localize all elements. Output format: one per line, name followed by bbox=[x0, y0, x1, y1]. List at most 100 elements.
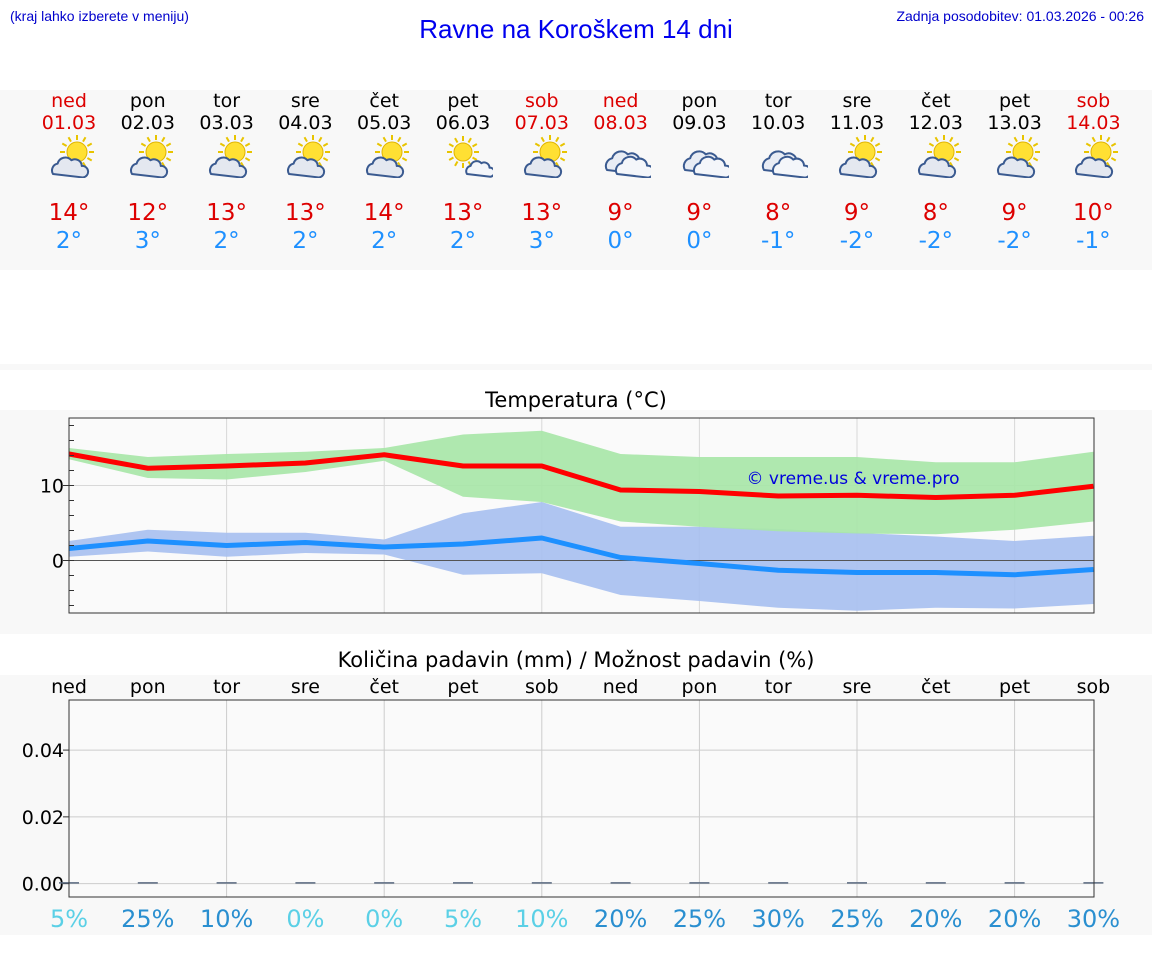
max-temp: 8° bbox=[922, 200, 949, 226]
day-label: pet bbox=[447, 676, 478, 698]
day-date: 09.03 bbox=[672, 112, 727, 134]
day-label: sre bbox=[843, 676, 872, 698]
precip-bar bbox=[216, 882, 237, 884]
day-column: sre 11.03 9° -2° bbox=[817, 90, 897, 270]
max-temp: 13° bbox=[442, 200, 484, 226]
precip-bar bbox=[453, 882, 473, 884]
sun-cloud-icon bbox=[129, 135, 173, 178]
max-temp: 9° bbox=[1001, 200, 1028, 226]
plot-frame bbox=[68, 699, 1095, 898]
day-column: sob 07.03 13° 3° bbox=[502, 90, 582, 270]
day-column: čet 12.03 8° -2° bbox=[896, 90, 976, 270]
rain-chance-label: 25% bbox=[830, 905, 883, 933]
min-temp: 2° bbox=[55, 228, 83, 254]
precip-bar bbox=[689, 882, 710, 884]
day-name: pon bbox=[129, 90, 166, 112]
precip-chart-title: Količina padavin (mm) / Možnost padavin … bbox=[337, 648, 815, 672]
watermark: © vreme.us & vreme.pro bbox=[746, 469, 959, 489]
precip-bar bbox=[847, 882, 867, 884]
temperature-chart: 0 10 © vreme.us & vreme.pro bbox=[40, 417, 1095, 614]
max-temp: 12° bbox=[127, 200, 169, 226]
precip-bar bbox=[925, 882, 946, 884]
max-temp: 13° bbox=[521, 200, 563, 226]
sun-cloud-icon bbox=[51, 135, 94, 178]
y-tick-label: 0.02 bbox=[22, 807, 64, 829]
min-range-band bbox=[69, 502, 1094, 611]
day-date: 14.03 bbox=[1066, 112, 1121, 134]
day-label: ned bbox=[51, 676, 87, 698]
min-temp: 3° bbox=[134, 228, 161, 254]
precip-bar bbox=[1083, 882, 1104, 884]
sun-cloud-icon bbox=[366, 135, 410, 178]
day-date: 01.03 bbox=[41, 112, 97, 134]
day-label: sob bbox=[1077, 676, 1111, 698]
min-temp: -1° bbox=[760, 228, 796, 254]
precip-bar bbox=[137, 882, 158, 884]
min-temp: -2° bbox=[918, 228, 954, 254]
precip-bar bbox=[1004, 882, 1025, 884]
day-column: tor 03.03 13° 2° bbox=[187, 90, 267, 270]
sun-cloud-icon bbox=[1075, 135, 1119, 178]
day-column: ned 08.03 9° 0° bbox=[581, 90, 661, 270]
precip-bar bbox=[295, 882, 316, 884]
cloudy-icon bbox=[762, 150, 809, 178]
precip-bar bbox=[610, 882, 631, 884]
location-menu-hint[interactable]: (kraj lahko izberete v meniju) bbox=[10, 8, 189, 24]
day-label: pon bbox=[130, 676, 166, 698]
day-column: pon 09.03 9° 0° bbox=[659, 90, 739, 270]
max-temp: 14° bbox=[363, 200, 405, 226]
day-column: pon 02.03 12° 3° bbox=[108, 90, 188, 270]
day-label: pet bbox=[999, 676, 1030, 698]
precip-bar bbox=[374, 882, 395, 884]
day-column: pet 06.03 13° 2° bbox=[423, 90, 503, 270]
min-temp: 0° bbox=[607, 228, 634, 254]
divider-band bbox=[0, 364, 1152, 370]
rain-chance-label: 25% bbox=[121, 905, 174, 933]
day-name: pon bbox=[681, 90, 718, 112]
day-date: 05.03 bbox=[356, 112, 412, 134]
y-tick-label: 10 bbox=[40, 476, 64, 498]
day-name: ned bbox=[51, 90, 87, 112]
day-label: čet bbox=[921, 676, 951, 698]
day-date: 06.03 bbox=[435, 112, 491, 134]
page-title: Ravne na Koroškem 14 dni bbox=[419, 14, 733, 44]
day-date: 03.03 bbox=[199, 112, 254, 134]
max-temp: 9° bbox=[843, 200, 871, 226]
sun-cloud-icon bbox=[996, 135, 1040, 178]
max-temp: 13° bbox=[206, 200, 247, 226]
min-temp: -2° bbox=[997, 228, 1032, 254]
day-date: 07.03 bbox=[514, 112, 569, 134]
y-tick-label: 0.04 bbox=[22, 740, 64, 762]
day-column: pet 13.03 9° -2° bbox=[975, 90, 1055, 270]
y-tick-label: 0.00 bbox=[22, 874, 64, 896]
y-tick-label: 0 bbox=[52, 551, 64, 573]
min-temp: 2° bbox=[371, 228, 398, 254]
day-label: pon bbox=[682, 676, 718, 698]
max-temp: 14° bbox=[48, 200, 90, 226]
day-name: sre bbox=[842, 90, 872, 112]
min-temp: -2° bbox=[839, 228, 875, 254]
rain-chance-label: 25% bbox=[673, 905, 726, 933]
rain-chance-label: 0% bbox=[286, 905, 324, 933]
sun-cloud-icon bbox=[839, 135, 882, 178]
min-temp: 3° bbox=[528, 228, 555, 254]
sun-small-cloud-icon bbox=[447, 136, 493, 178]
rain-chance-label: 10% bbox=[515, 905, 568, 933]
max-temp-line bbox=[68, 451, 1094, 500]
day-column: sob 14.03 10° -1° bbox=[1053, 90, 1133, 270]
day-name: pet bbox=[998, 90, 1031, 112]
rain-chance-label: 10% bbox=[200, 905, 253, 933]
day-date: 12.03 bbox=[908, 112, 963, 134]
day-name: pet bbox=[447, 90, 479, 112]
max-temp: 9° bbox=[686, 200, 713, 226]
last-update: Zadnja posodobitev: 01.03.2026 - 00:26 bbox=[896, 8, 1144, 24]
day-date: 11.03 bbox=[829, 112, 885, 134]
temperature-chart-title: Temperatura (°C) bbox=[485, 388, 667, 412]
rain-chance-label: 20% bbox=[594, 905, 647, 933]
day-label: čet bbox=[369, 676, 399, 698]
day-name: sre bbox=[290, 90, 320, 112]
max-range-band bbox=[69, 430, 1094, 535]
day-date: 02.03 bbox=[120, 112, 175, 134]
rain-chance-label: 5% bbox=[444, 905, 482, 933]
rain-chance-label: 20% bbox=[909, 905, 962, 933]
